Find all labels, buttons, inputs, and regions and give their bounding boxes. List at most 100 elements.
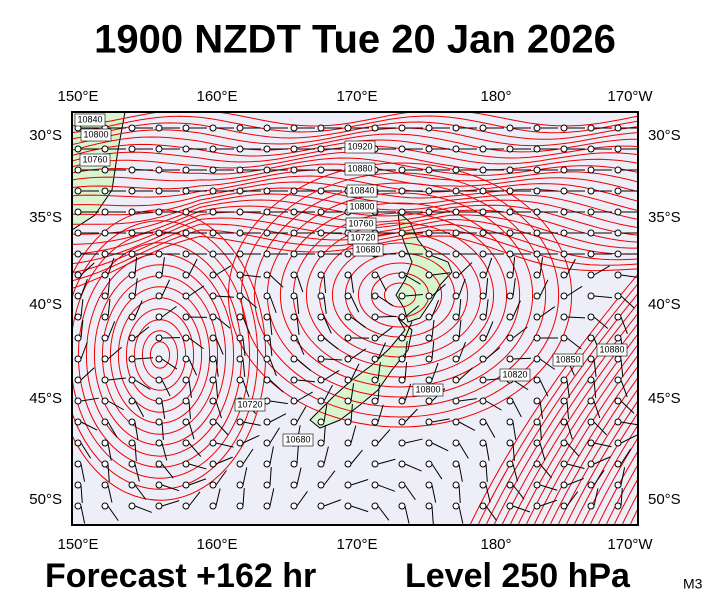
- contour-line: [305, 222, 495, 368]
- wind-station: [614, 124, 622, 132]
- wind-barb: [377, 342, 386, 360]
- wind-station: [506, 502, 514, 510]
- wind-barb: [161, 279, 171, 297]
- contour-line: [694, 260, 711, 525]
- wind-station: [425, 334, 433, 342]
- wind-barb: [485, 278, 489, 297]
- contour-line: [549, 376, 638, 525]
- wind-barb: [404, 408, 418, 423]
- wind-station: [371, 124, 379, 132]
- wind-station: [560, 418, 568, 426]
- wind-station: [371, 397, 379, 405]
- wind-station: [155, 397, 163, 405]
- wind-station: [263, 124, 271, 132]
- wind-station: [398, 145, 406, 153]
- wind-barb: [107, 421, 118, 438]
- wind-station: [425, 292, 433, 300]
- wind-station: [587, 208, 595, 216]
- wind-station: [209, 292, 217, 300]
- wind-station: [614, 229, 622, 237]
- wind-barb: [215, 421, 229, 436]
- wind-station: [371, 460, 379, 468]
- wind-station: [128, 313, 136, 321]
- wind-station: [344, 250, 352, 258]
- wind-station: [587, 397, 595, 405]
- wind-station: [101, 439, 109, 447]
- wind-barb: [134, 357, 153, 360]
- wind-barb: [512, 357, 532, 360]
- wind-barb: [107, 400, 124, 411]
- wind-barb: [566, 491, 579, 507]
- wind-barb: [134, 326, 150, 339]
- wind-barb: [404, 505, 410, 524]
- wind-barb: [242, 488, 245, 507]
- wind-station: [263, 439, 271, 447]
- contour-line: [331, 242, 469, 348]
- contour-line: [589, 436, 638, 525]
- wind-station: [614, 460, 622, 468]
- wind-barb: [80, 341, 88, 360]
- wind-station: [506, 250, 514, 258]
- wind-barb: [593, 379, 597, 398]
- wind-station: [290, 124, 298, 132]
- wind-station: [263, 355, 271, 363]
- wind-barb: [323, 369, 340, 381]
- wind-station: [533, 271, 541, 279]
- wind-station: [155, 460, 163, 468]
- wind-station: [263, 208, 271, 216]
- wind-station: [182, 355, 190, 363]
- wind-station: [209, 313, 217, 321]
- wind-station: [452, 460, 460, 468]
- wind-barb: [242, 467, 248, 486]
- wind-station: [371, 376, 379, 384]
- wind-barb: [269, 295, 277, 314]
- wind-station: [236, 124, 244, 132]
- wind-station: [587, 439, 595, 447]
- wind-barb: [566, 442, 580, 457]
- wind-station: [290, 418, 298, 426]
- wind-station: [371, 313, 379, 321]
- wind-barb: [161, 305, 177, 318]
- wind-station: [74, 397, 82, 405]
- wind-barb: [539, 484, 558, 491]
- wind-barb: [377, 315, 397, 318]
- contour-label: 10800: [83, 129, 108, 139]
- wind-station: [371, 271, 379, 279]
- lat-label: 30°S: [29, 127, 62, 144]
- wind-barb: [512, 300, 521, 318]
- wind-station: [74, 376, 82, 384]
- wind-station: [155, 124, 163, 132]
- wind-barb: [215, 295, 234, 298]
- wind-station: [209, 208, 217, 216]
- wind-station: [425, 208, 433, 216]
- wind-station: [560, 481, 568, 489]
- wind-barb: [593, 316, 609, 329]
- contour-label: 10920: [347, 141, 372, 151]
- wind-station: [263, 376, 271, 384]
- wind-barb: [458, 367, 473, 381]
- wind-barb: [242, 295, 257, 309]
- wind-station: [155, 250, 163, 258]
- wind-barb: [107, 346, 122, 360]
- wind-station: [506, 334, 514, 342]
- wind-station: [533, 376, 541, 384]
- wind-station: [587, 271, 595, 279]
- wind-barb: [593, 442, 612, 448]
- wind-station: [317, 166, 325, 174]
- wind-barb: [242, 448, 254, 465]
- wind-station: [506, 481, 514, 489]
- wind-barb: [215, 337, 224, 355]
- wind-barb: [323, 337, 339, 350]
- contour-label-box: [282, 433, 314, 447]
- wind-station: [425, 481, 433, 489]
- wind-station: [128, 271, 136, 279]
- wind-station: [74, 502, 82, 510]
- wind-barb: [107, 257, 115, 276]
- wind-barb: [296, 467, 302, 486]
- wind-station: [614, 502, 622, 510]
- wind-station: [452, 334, 460, 342]
- wind-station: [425, 355, 433, 363]
- lon-label: 150°E: [57, 536, 98, 553]
- wind-station: [479, 460, 487, 468]
- wind-barb: [242, 358, 246, 377]
